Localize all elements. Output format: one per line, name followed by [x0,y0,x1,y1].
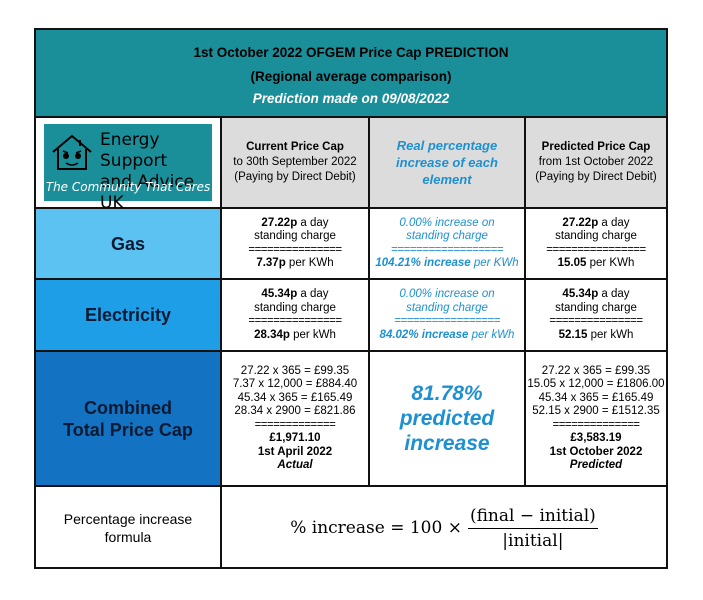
gas-current: 27.22p a day standing charge ===========… [222,209,370,280]
gas-label: Gas [36,209,222,280]
formula-fraction: (final − initial) |initial| [467,505,598,551]
combined-predicted: 27.22 x 365 = £99.35 15.05 x 12,000 = £1… [526,352,666,487]
electricity-current: 45.34p a day standing charge ===========… [222,280,370,352]
prediction-note: Prediction made on 09/08/2022 [252,91,450,106]
electricity-real-increase: 0.00% increase on standing charge ======… [370,280,526,352]
formula-label: Percentage increase formula [36,487,222,569]
gas-predicted: 27.22p a day standing charge ===========… [526,209,666,280]
house-icon [52,134,92,170]
gas-real-increase: 0.00% increase on standing charge ======… [370,209,526,280]
predicted-cap-header: Predicted Price Cap from 1st October 202… [526,118,666,209]
combined-label: Combined Total Price Cap [36,352,222,487]
logo: Energy Support and Advice UK The Communi… [44,124,212,213]
logo-cell: Energy Support and Advice UK The Communi… [36,118,222,213]
table-header: 1st October 2022 OFGEM Price Cap PREDICT… [36,30,666,118]
combined-real-increase: 81.78% predicted increase [370,352,526,487]
logo-name: Energy Support and Advice UK [100,130,195,213]
price-cap-table: 1st October 2022 OFGEM Price Cap PREDICT… [34,28,668,569]
header-title: 1st October 2022 OFGEM Price Cap PREDICT… [193,45,509,60]
real-increase-header: Real percentage increase of each element [370,118,526,209]
electricity-label: Electricity [36,280,222,352]
formula-cell: % increase = 100 × (final − initial) |in… [222,487,666,569]
current-cap-header: Current Price Cap to 30th September 2022… [222,118,370,209]
electricity-predicted: 45.34p a day standing charge ===========… [526,280,666,352]
header-subtitle: (Regional average comparison) [250,69,452,84]
logo-tagline: The Community That Cares [45,180,211,194]
percentage-formula: % increase = 100 × (final − initial) |in… [290,505,598,551]
combined-current: 27.22 x 365 = £99.35 7.37 x 12,000 = £88… [222,352,370,487]
